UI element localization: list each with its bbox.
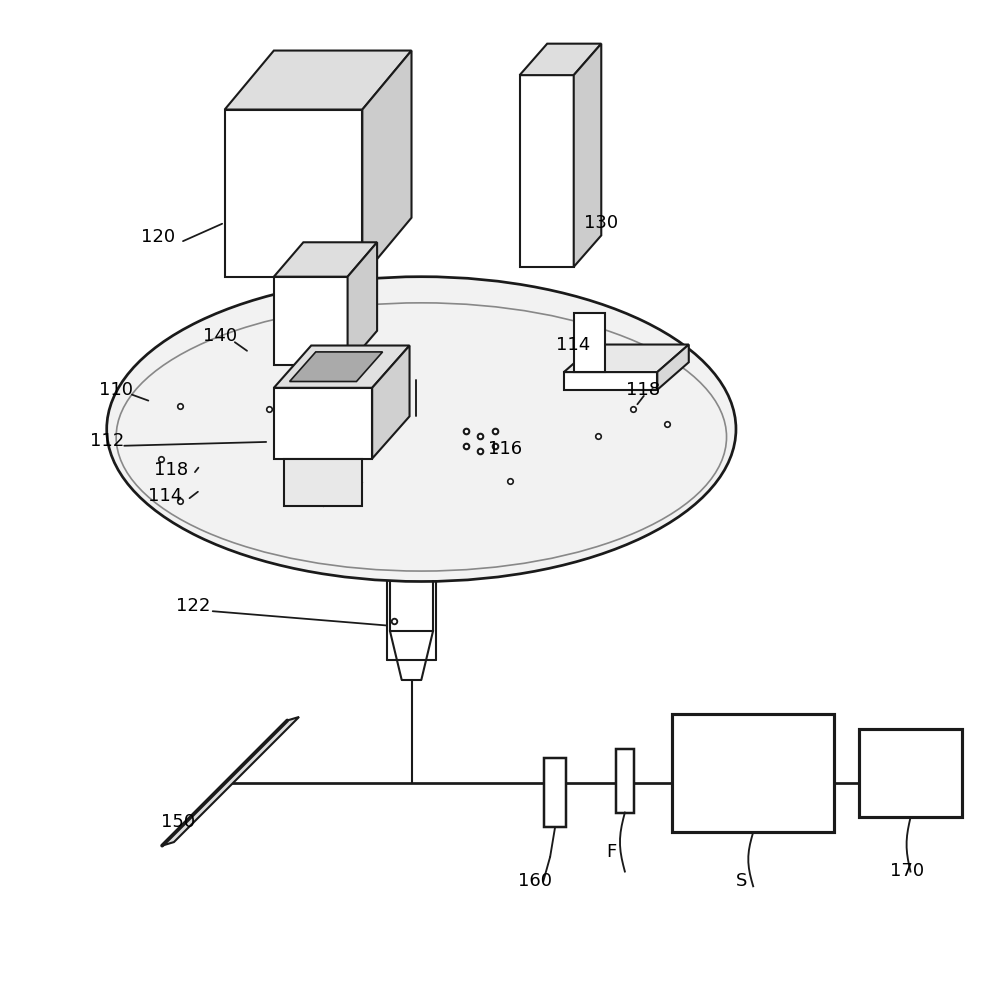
Bar — [544, 758, 566, 827]
Text: 110: 110 — [99, 381, 133, 398]
Text: 114: 114 — [556, 336, 590, 354]
Polygon shape — [362, 50, 412, 277]
Bar — [859, 729, 962, 817]
Text: 170: 170 — [890, 863, 924, 880]
Text: 130: 130 — [584, 214, 618, 232]
Polygon shape — [520, 43, 601, 75]
Text: 150: 150 — [161, 813, 195, 831]
Text: 114: 114 — [148, 487, 182, 505]
Polygon shape — [274, 345, 410, 387]
Polygon shape — [657, 344, 689, 389]
Bar — [274, 277, 348, 365]
Text: F: F — [606, 843, 616, 861]
Bar — [616, 748, 634, 812]
Ellipse shape — [107, 277, 736, 582]
Text: 120: 120 — [141, 229, 175, 246]
Text: 122: 122 — [176, 597, 210, 615]
Polygon shape — [372, 345, 410, 458]
Bar — [672, 714, 834, 832]
Polygon shape — [290, 352, 383, 382]
Polygon shape — [574, 43, 601, 267]
Text: 116: 116 — [488, 440, 522, 458]
Text: 112: 112 — [90, 432, 124, 450]
Text: 118: 118 — [154, 461, 188, 479]
Text: 160: 160 — [518, 873, 552, 890]
Bar — [574, 314, 605, 372]
Polygon shape — [564, 344, 689, 372]
Bar — [520, 75, 574, 267]
Bar — [284, 458, 362, 506]
Bar — [225, 109, 362, 277]
Text: 140: 140 — [203, 326, 237, 344]
Polygon shape — [348, 243, 377, 365]
Text: 118: 118 — [626, 381, 660, 398]
Polygon shape — [162, 717, 299, 846]
Polygon shape — [274, 243, 377, 277]
Bar — [564, 372, 657, 389]
Polygon shape — [225, 50, 412, 109]
Bar — [274, 387, 372, 458]
Text: S: S — [736, 873, 747, 890]
